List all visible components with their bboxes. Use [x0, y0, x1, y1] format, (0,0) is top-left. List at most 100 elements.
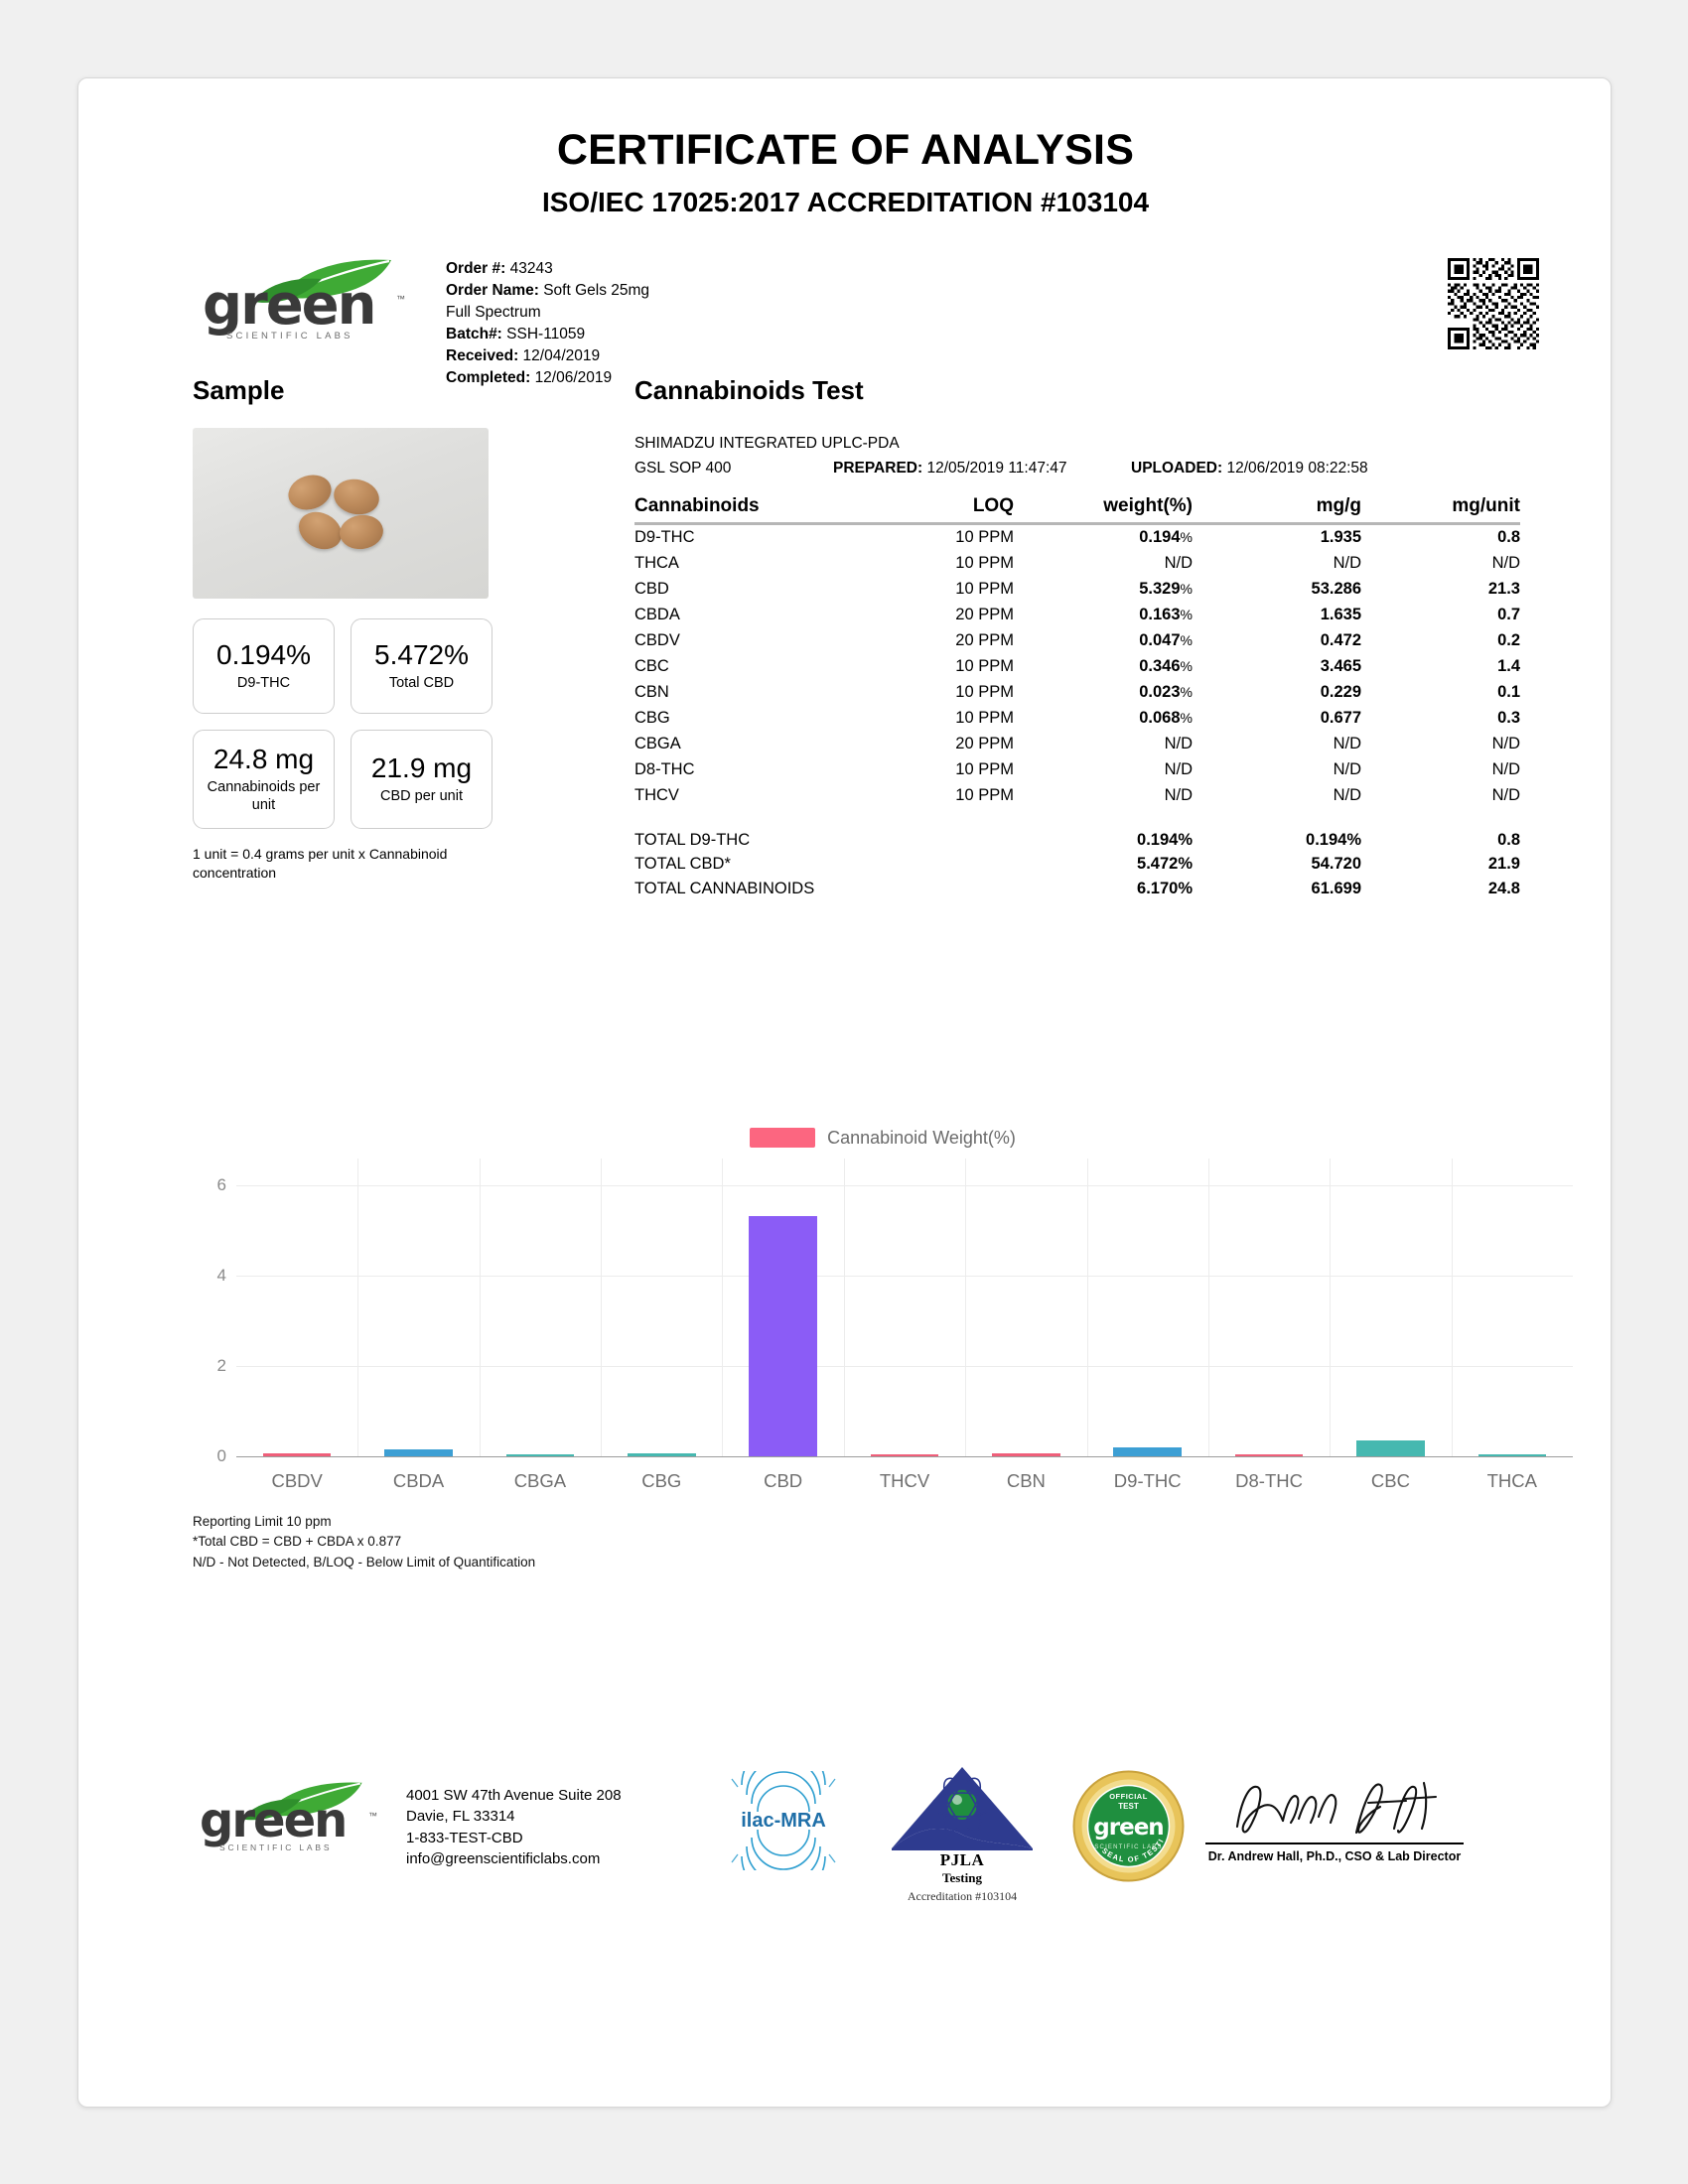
chart-gridline-vertical — [965, 1159, 967, 1456]
leaf-small-icon — [253, 278, 322, 303]
cell-cannabinoid-name: CBDV — [634, 631, 680, 650]
cell-mgunit: 0.8 — [1497, 528, 1520, 547]
brand-logo: green ™ SCIENTIFIC LABS — [193, 259, 405, 341]
cell-cannabinoid-name: D9-THC — [634, 528, 695, 547]
stat-value: 5.472% — [374, 638, 469, 670]
brand-tagline: SCIENTIFIC LABS — [226, 331, 353, 341]
cell-total-mgg: 61.699 — [1311, 879, 1361, 897]
chart-x-tick-label: THCV — [879, 1470, 930, 1491]
table-row: D8-THC 10 PPM N/D N/D N/D — [634, 757, 1520, 783]
chart-notes: Reporting Limit 10 ppm *Total CBD = CBD … — [193, 1512, 1573, 1572]
cell-total-name: TOTAL D9-THC — [634, 830, 751, 849]
pjla-badge: PJLA Testing Accreditation #103104 — [888, 1765, 1037, 1903]
note-reporting-limit: Reporting Limit 10 ppm — [193, 1514, 332, 1529]
cell-total-weight: 0.194% — [1137, 830, 1193, 849]
table-row: CBDA 20 PPM 0.163% 1.635 0.7 — [634, 603, 1520, 628]
cell-weight-percent: N/D — [1164, 786, 1193, 805]
official-test-seal: OFFICIAL TEST green SCIENTIFIC LABS SEAL… — [1067, 1762, 1186, 1883]
chart-gridline-vertical — [357, 1159, 359, 1456]
cell-total-weight: 6.170% — [1137, 879, 1193, 897]
table-row: CBC 10 PPM 0.346% 3.465 1.4 — [634, 654, 1520, 680]
table-total-row: TOTAL CANNABINOIDS 6.170% 61.699 24.8 — [634, 878, 1520, 902]
unit-conversion-note: 1 unit = 0.4 grams per unit x Cannabinoi… — [193, 846, 448, 881]
chart-x-tick-label: D8-THC — [1235, 1470, 1303, 1491]
prepared-value: 12/05/2019 11:47:47 — [926, 459, 1067, 477]
leaf-small-icon — [241, 1799, 302, 1821]
cell-total-loq — [865, 829, 1014, 854]
cell-weight-percent: 0.163% — [1139, 606, 1193, 624]
cell-mgg: N/D — [1333, 554, 1361, 573]
cell-cannabinoid-name: CBGA — [634, 735, 681, 753]
chart-gridline-vertical — [479, 1159, 481, 1456]
chart-bar — [1477, 1454, 1547, 1456]
cell-total-name: TOTAL CANNABINOIDS — [634, 879, 815, 897]
cell-total-loq — [865, 853, 1014, 878]
cell-loq: 10 PPM — [955, 528, 1014, 547]
cell-weight-percent: 0.023% — [1139, 683, 1193, 702]
cell-mgg: 0.229 — [1320, 683, 1361, 702]
order-name-label: Order Name: — [446, 282, 539, 299]
address-line-1: 4001 SW 47th Avenue Suite 208 — [406, 1787, 622, 1804]
cell-total-mgunit: 0.8 — [1497, 830, 1520, 849]
cell-mgg: 1.935 — [1320, 528, 1361, 547]
cell-mgg: N/D — [1333, 735, 1361, 753]
cell-mgg: 53.286 — [1311, 580, 1361, 599]
chart-x-tick-label: CBGA — [513, 1470, 567, 1491]
cell-mgunit: N/D — [1491, 760, 1520, 779]
stat-value: 24.8 mg — [212, 743, 315, 774]
received-label: Received: — [446, 347, 519, 364]
chart-bar — [1234, 1454, 1304, 1456]
cell-total-mgg: 0.194% — [1306, 830, 1361, 849]
cell-mgunit: N/D — [1491, 554, 1520, 573]
chart-y-tick-label: 2 — [216, 1356, 226, 1376]
chart-legend: Cannabinoid Weight(%) — [193, 1121, 1573, 1155]
prepared-label: PREPARED: — [833, 459, 923, 477]
cell-mgg: N/D — [1333, 786, 1361, 805]
footer-address: 4001 SW 47th Avenue Suite 208 Davie, FL … — [406, 1785, 622, 1869]
order-name-value-line2: Full Spectrum — [446, 304, 541, 321]
cell-weight-percent: 0.068% — [1139, 709, 1193, 728]
chart-gridline-vertical — [1451, 1159, 1453, 1456]
address-line-2: Davie, FL 33314 — [406, 1808, 515, 1826]
chart-baseline — [236, 1456, 1573, 1457]
chart-x-tick-label: CBDV — [271, 1470, 323, 1491]
chart-y-tick-label: 0 — [216, 1446, 226, 1465]
chart-x-tick-label: D9-THC — [1113, 1470, 1182, 1491]
legend-label: Cannabinoid Weight(%) — [827, 1127, 1016, 1148]
legend-swatch — [750, 1128, 816, 1148]
note-total-cbd-formula: *Total CBD = CBD + CBDA x 0.877 — [193, 1534, 402, 1550]
cell-weight-percent: N/D — [1164, 760, 1193, 779]
cell-cannabinoid-name: CBD — [634, 580, 669, 599]
stat-label: Cannabinoids per unit — [207, 779, 321, 814]
cell-mgunit: 0.1 — [1497, 683, 1520, 702]
document-header: green ™ SCIENTIFIC LABS Order #: 43243 O… — [118, 256, 1573, 386]
chart-gridline-vertical — [843, 1159, 845, 1456]
seal-mid-text: TEST — [1118, 1802, 1139, 1811]
pjla-sub: Testing — [942, 1870, 982, 1885]
stat-card-total-cbd: 5.472% Total CBD — [351, 618, 492, 714]
cell-cannabinoid-name: CBDA — [634, 606, 680, 624]
cell-total-mgunit: 21.9 — [1487, 855, 1520, 874]
stat-label: D9-THC — [236, 675, 291, 692]
pjla-icon — [892, 1767, 1033, 1850]
qr-code — [1448, 258, 1539, 349]
order-number-label: Order #: — [446, 260, 506, 277]
table-row: D9-THC 10 PPM 0.194% 1.935 0.8 — [634, 523, 1520, 551]
stat-card-cannabinoids-per-unit: 24.8 mg Cannabinoids per unit — [193, 730, 335, 829]
completed-value: 12/06/2019 — [534, 369, 613, 386]
chart-gridline-vertical — [722, 1159, 724, 1456]
cell-loq: 10 PPM — [955, 709, 1014, 728]
chart-bar — [1356, 1440, 1425, 1456]
cell-mgunit: N/D — [1491, 786, 1520, 805]
chart-x-tick-label: CBD — [764, 1470, 803, 1491]
cell-loq: 10 PPM — [955, 683, 1014, 702]
instrument-info: SHIMADZU INTEGRATED UPLC-PDA GSL SOP 400… — [634, 432, 1528, 481]
cell-cannabinoid-name: THCV — [634, 786, 679, 805]
table-row: CBDV 20 PPM 0.047% 0.472 0.2 — [634, 628, 1520, 654]
cell-loq: 10 PPM — [955, 580, 1014, 599]
table-row: THCV 10 PPM N/D N/D N/D — [634, 783, 1520, 809]
cell-mgunit: 0.7 — [1497, 606, 1520, 624]
email-address[interactable]: info@greenscientificlabs.com — [406, 1849, 601, 1867]
pjla-accreditation: Accreditation #103104 — [907, 1889, 1018, 1903]
